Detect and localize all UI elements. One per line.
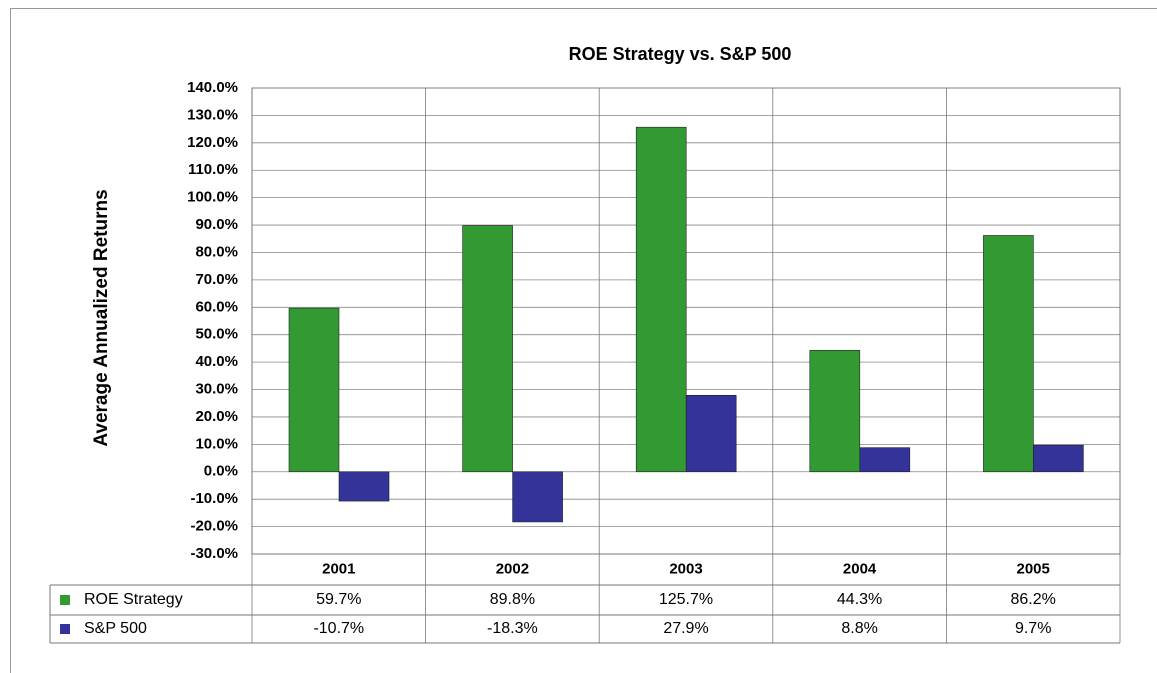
x-tick-label: 2004	[843, 560, 877, 577]
y-tick-label: 40.0%	[195, 353, 238, 370]
legend-label: S&P 500	[84, 620, 147, 637]
y-tick-label: -30.0%	[190, 545, 238, 562]
legend-label: ROE Strategy	[84, 591, 183, 608]
y-tick-label: 60.0%	[195, 298, 238, 315]
chart-title: ROE Strategy vs. S&P 500	[569, 44, 792, 64]
y-axis-label: Average Annualized Returns	[91, 189, 112, 446]
value-label: 44.3%	[837, 591, 882, 608]
bar	[635, 126, 687, 473]
value-label: 89.8%	[490, 591, 535, 608]
value-label: 8.8%	[841, 620, 877, 637]
y-tick-label: 10.0%	[195, 435, 238, 452]
value-label: 86.2%	[1011, 591, 1056, 608]
bar	[462, 225, 513, 473]
legend-swatch	[60, 595, 70, 605]
y-tick-label: 50.0%	[195, 326, 238, 343]
y-tick-label: -20.0%	[190, 518, 238, 535]
x-tick-label: 2001	[322, 560, 355, 577]
bar	[685, 394, 737, 473]
value-label: 125.7%	[659, 591, 713, 608]
x-tick-label: 2003	[669, 560, 702, 577]
y-tick-label: 80.0%	[195, 243, 238, 260]
value-label: 9.7%	[1015, 620, 1051, 637]
y-tick-label: -10.0%	[190, 490, 238, 507]
x-tick-label: 2005	[1017, 560, 1050, 577]
y-tick-label: 70.0%	[195, 271, 238, 288]
bar	[809, 350, 861, 473]
value-label: 27.9%	[663, 620, 708, 637]
y-tick-label: 130.0%	[187, 106, 238, 123]
x-tick-label: 2002	[496, 560, 529, 577]
bar	[512, 471, 563, 523]
y-tick-label: 110.0%	[188, 161, 238, 178]
value-label: -18.3%	[487, 620, 538, 637]
frame	[10, 8, 1157, 673]
y-tick-label: 20.0%	[195, 408, 238, 425]
bar	[338, 471, 390, 502]
bar	[983, 235, 1034, 473]
value-label: -10.7%	[313, 620, 364, 637]
y-tick-label: 140.0%	[187, 79, 238, 96]
y-tick-label: 90.0%	[195, 216, 238, 233]
y-tick-label: 120.0%	[187, 134, 238, 151]
value-label: 59.7%	[316, 591, 361, 608]
bar	[859, 447, 911, 473]
legend-swatch	[60, 624, 70, 634]
y-tick-label: 0.0%	[204, 463, 238, 480]
y-tick-label: 100.0%	[187, 189, 238, 206]
bar	[1033, 444, 1084, 473]
bar	[288, 307, 340, 473]
y-tick-label: 30.0%	[195, 380, 238, 397]
